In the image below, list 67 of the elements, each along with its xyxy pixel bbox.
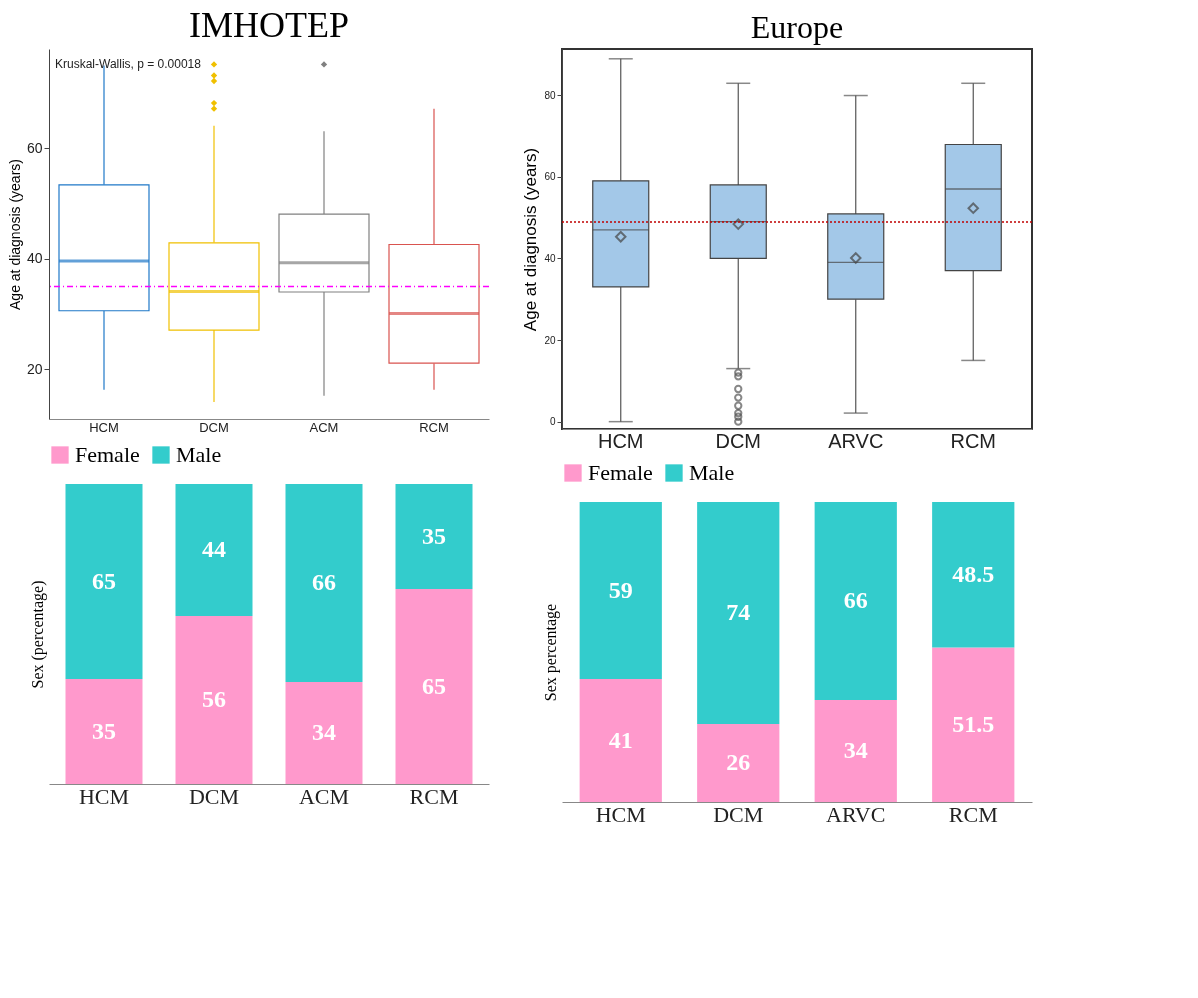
data-label: 34	[843, 737, 868, 763]
chart-title: Europe	[750, 9, 844, 45]
data-label: 74	[726, 599, 751, 625]
data-label: 44	[202, 536, 226, 562]
legend-label: Female	[588, 460, 653, 485]
x-tick-label: HCM	[595, 801, 646, 827]
y-tick-label: 20	[544, 334, 556, 346]
x-tick-label: RCM	[948, 801, 998, 827]
bar	[932, 502, 1015, 648]
x-tick-label: ACM	[298, 783, 350, 809]
x-tick-label: ACM	[309, 419, 339, 435]
bar	[395, 484, 473, 589]
x-tick-label: DCM	[715, 429, 762, 452]
x-tick-label: DCM	[713, 801, 764, 827]
y-axis-title: Age at diagnosis (years)	[6, 159, 23, 310]
x-tick-label: HCM	[78, 783, 130, 809]
data-label: 66	[312, 569, 336, 595]
x-tick-label: RCM	[950, 429, 997, 452]
y-tick-label: 0	[549, 416, 556, 428]
y-tick-label: 80	[544, 89, 556, 101]
data-label: 59	[608, 576, 633, 603]
y-tick-label: 40	[544, 252, 556, 264]
bar	[65, 679, 143, 784]
data-label: 65	[92, 567, 116, 594]
y-tick-label: 20	[26, 360, 43, 377]
bar	[814, 700, 897, 802]
bar	[932, 647, 1015, 802]
y-tick-label: 60	[26, 139, 43, 156]
x-tick-label: ARVC	[826, 801, 886, 827]
data-label: 65	[422, 672, 446, 699]
chart-title: IMHOTEP	[189, 5, 349, 45]
bar	[814, 502, 897, 700]
data-label: 35	[92, 717, 116, 744]
y-axis-title: Sex (percentage)	[28, 580, 47, 689]
bar	[285, 484, 363, 682]
bar	[285, 682, 363, 784]
bar	[697, 724, 780, 802]
x-tick-label: HCM	[89, 419, 119, 435]
annotation: Kruskal-Wallis, p = 0.00018	[55, 57, 202, 71]
bar	[395, 589, 473, 784]
data-label: 34	[312, 719, 336, 745]
legend-label: Male	[176, 442, 222, 467]
x-tick-label: ARVC	[828, 429, 884, 452]
data-label: 48.5	[952, 560, 995, 587]
bar	[697, 502, 780, 724]
bar	[175, 484, 253, 616]
bar	[579, 502, 662, 679]
data-label: 66	[843, 587, 868, 613]
bar	[65, 484, 143, 679]
y-axis-title: Sex percentage	[541, 603, 560, 702]
x-tick-label: RCM	[419, 419, 449, 435]
legend-label: Female	[75, 442, 140, 467]
y-tick-label: 40	[26, 250, 43, 267]
bar	[175, 616, 253, 784]
data-label: 51.5	[952, 710, 995, 737]
data-label: 56	[202, 686, 226, 712]
data-label: 35	[422, 522, 446, 549]
x-tick-label: HCM	[597, 429, 644, 452]
x-tick-label: DCM	[199, 419, 229, 435]
data-label: 26	[726, 749, 751, 775]
x-tick-label: RCM	[409, 783, 459, 809]
data-label: 41	[608, 726, 633, 753]
x-tick-label: DCM	[188, 783, 240, 809]
y-tick-label: 60	[544, 171, 556, 183]
y-axis-title: Age at diagnosis (years)	[521, 147, 541, 332]
legend-label: Male	[689, 460, 735, 485]
bar	[579, 679, 662, 802]
